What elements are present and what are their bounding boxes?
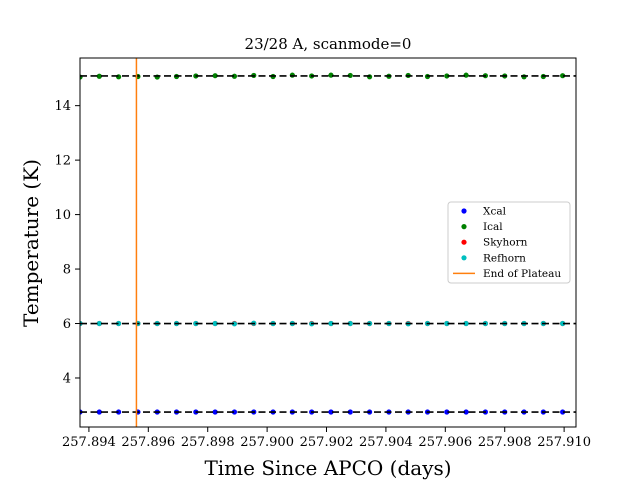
point-refhorn <box>347 320 353 327</box>
legend-marker-refhorn <box>461 255 467 261</box>
point-ical <box>212 73 218 79</box>
point-xcal <box>444 409 450 415</box>
y-tick-label: 10 <box>54 208 71 223</box>
x-tick-label: 257.894 <box>62 435 116 450</box>
chart-title: 23/28 A, scanmode=0 <box>245 35 412 53</box>
legend-label: Skyhorn <box>483 237 528 249</box>
point-xcal <box>231 409 238 415</box>
legend-marker-skyhorn <box>461 239 467 245</box>
point-xcal <box>328 409 334 415</box>
point-xcal <box>560 409 566 415</box>
point-refhorn <box>579 321 584 326</box>
point-ical <box>444 73 450 79</box>
x-tick-label: 257.904 <box>359 435 413 450</box>
point-xcal <box>579 409 584 414</box>
point-ical <box>116 74 122 80</box>
legend-marker-xcal <box>461 208 467 214</box>
legend-label: Ical <box>483 221 503 233</box>
point-refhorn <box>560 320 566 327</box>
y-tick-label: 6 <box>63 317 71 332</box>
x-tick-label: 257.906 <box>418 435 472 450</box>
point-refhorn <box>463 320 469 327</box>
point-ical <box>96 73 102 79</box>
y-axis-label: Temperature (K) <box>19 159 43 327</box>
point-xcal <box>347 409 353 415</box>
point-xcal <box>116 409 122 415</box>
legend-box <box>447 201 571 284</box>
point-refhorn <box>231 321 238 327</box>
point-refhorn <box>212 320 218 327</box>
y-tick-label: 14 <box>54 99 71 114</box>
point-skyhorn <box>579 321 584 326</box>
point-ical <box>328 72 334 78</box>
legend: Xcal Ical Skyhorn Refhorn End of Plateau <box>447 201 571 284</box>
point-ical <box>560 73 566 79</box>
point-refhorn <box>96 320 102 327</box>
legend-label: Xcal <box>483 206 507 218</box>
plot-clip-group <box>80 58 584 427</box>
point-refhorn <box>328 320 334 327</box>
legend-label: Refhorn <box>483 252 526 264</box>
point-refhorn <box>444 320 450 327</box>
point-ical <box>289 72 295 78</box>
axes: 257.894 257.896 257.898 257.900 257.902 257.9… <box>54 57 591 450</box>
x-axis-label: Time Since APCO (days) <box>204 456 451 480</box>
point-ical <box>579 73 584 78</box>
legend-label: End of Plateau <box>483 268 561 280</box>
y-tick-label: 12 <box>54 154 71 169</box>
point-ical <box>366 74 373 80</box>
y-tick-label: 4 <box>63 371 71 386</box>
point-ical <box>521 74 527 80</box>
plot-area <box>80 58 584 427</box>
point-xcal <box>463 409 469 415</box>
point-xcal <box>96 409 102 415</box>
x-tick-label: 257.910 <box>537 435 591 450</box>
point-xcal <box>212 409 218 415</box>
x-tick-label: 257.900 <box>240 435 294 450</box>
x-tick-label: 257.902 <box>300 435 354 450</box>
x-tick-label: 257.908 <box>478 435 532 450</box>
x-tick-label: 257.896 <box>121 435 175 450</box>
x-tick-label: 257.898 <box>181 435 235 450</box>
point-ical <box>463 72 469 78</box>
axes-frame <box>79 57 577 428</box>
legend-marker-ical <box>461 224 467 230</box>
y-tick-label: 8 <box>63 263 71 278</box>
point-ical <box>231 73 238 79</box>
point-refhorn <box>116 320 122 327</box>
